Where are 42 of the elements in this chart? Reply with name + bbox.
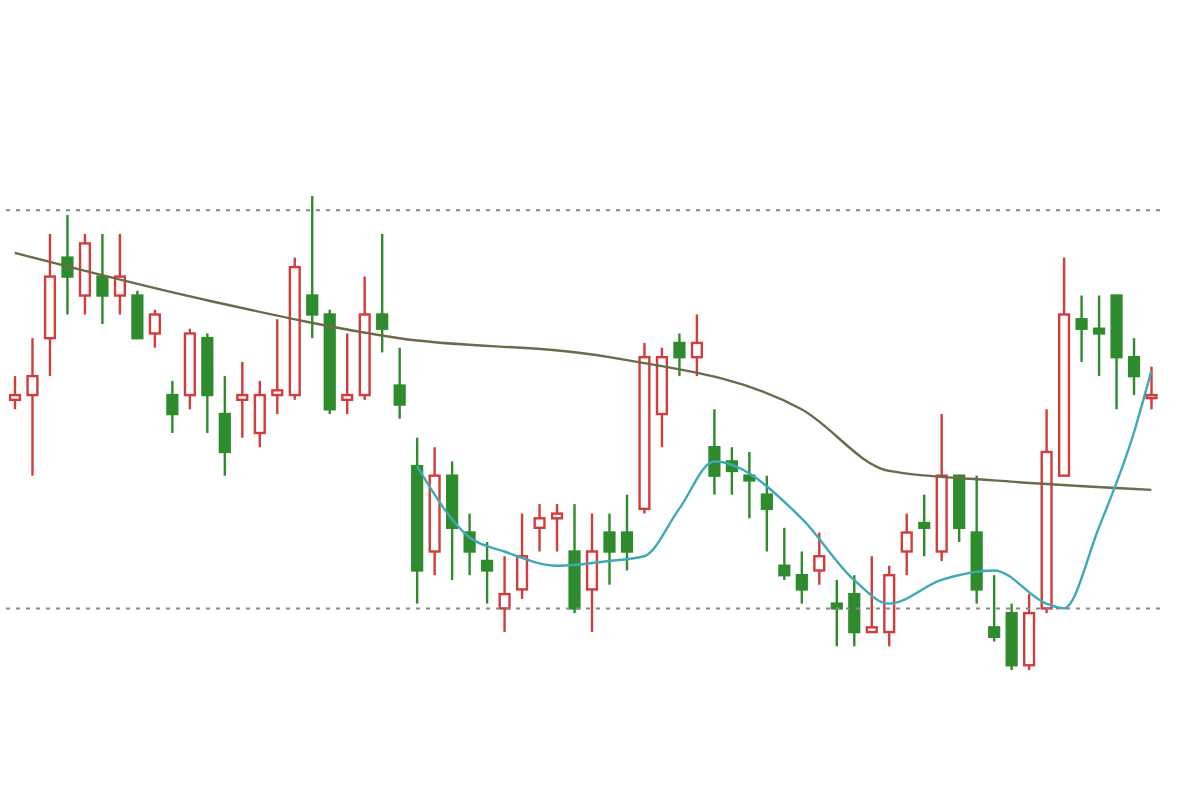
candlestick: [848, 574, 861, 648]
candlestick: [376, 232, 389, 354]
candlestick: [131, 289, 144, 340]
candlestick: [61, 213, 74, 316]
candlestick: [778, 526, 791, 582]
candlestick: [708, 408, 721, 496]
candlestick: [760, 474, 773, 553]
candlestick: [218, 374, 231, 477]
candlestick: [166, 379, 179, 435]
candlestick: [743, 450, 756, 520]
candlestick: [341, 332, 354, 416]
candlestick: [8, 374, 22, 411]
candlestick: [236, 360, 249, 439]
candlestick: [1092, 294, 1106, 378]
candlestick: [1127, 337, 1141, 397]
candlestick: [813, 531, 826, 586]
candlestick: [988, 574, 1001, 643]
candlestick: [918, 493, 931, 558]
candlestick: [96, 232, 109, 326]
candlestick: [26, 337, 39, 477]
candlestick: [690, 313, 704, 378]
candlestick: [498, 555, 511, 634]
candlestick: [865, 555, 878, 634]
candlestick: [603, 512, 616, 586]
candlestick: [1145, 365, 1158, 411]
candlestick: [253, 379, 266, 449]
candlestick: [620, 493, 634, 572]
candlestick: [585, 512, 599, 634]
candlestick: [306, 196, 319, 340]
candlestick: [271, 318, 284, 416]
candlestick: [515, 512, 529, 601]
candlestick: [673, 332, 686, 378]
candlestick: [148, 308, 161, 349]
candlestick: [533, 502, 546, 553]
candlestick: [795, 550, 808, 605]
candlestick: [393, 346, 406, 420]
candlestick: [480, 540, 494, 605]
candlestick: [113, 232, 127, 316]
candlestick: [550, 502, 564, 553]
candlestick: [830, 578, 843, 648]
candlestick: [1075, 294, 1088, 364]
candlestick: [900, 512, 913, 577]
